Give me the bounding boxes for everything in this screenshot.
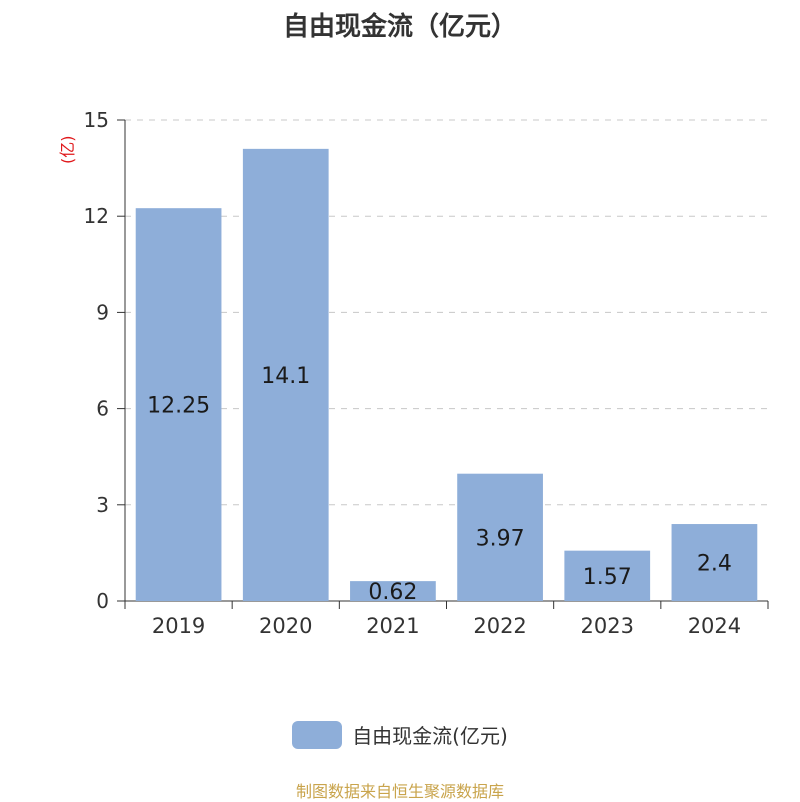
y-tick-label: 3: [96, 493, 109, 517]
x-tick-label: 2022: [473, 614, 526, 638]
chart-title: 自由现金流（亿元）: [282, 12, 517, 42]
bar-2023: [564, 550, 651, 601]
x-tick-label: 2021: [366, 614, 419, 638]
data-label-2020: 14.1: [261, 364, 310, 389]
legend-swatch: [292, 720, 343, 749]
x-tick-label: 2023: [581, 614, 634, 638]
y-tick-label: 15: [84, 108, 109, 132]
legend-label: 自由现金流(亿元): [352, 724, 508, 748]
x-tick-label: 2019: [152, 614, 205, 638]
data-label-2021: 0.62: [368, 580, 417, 605]
y-tick-label: 0: [96, 589, 109, 613]
y-tick-label: 9: [96, 300, 109, 324]
data-label-2024: 2.4: [697, 552, 732, 577]
data-label-2023: 1.57: [583, 565, 632, 590]
y-tick-label: 12: [84, 204, 109, 228]
data-label-2022: 3.97: [476, 526, 525, 551]
x-tick-label: 2020: [259, 614, 312, 638]
y-tick-label: 6: [96, 397, 109, 421]
data-label-2019: 12.25: [147, 394, 210, 419]
bar-2022: [457, 473, 543, 601]
data-source-note: 制图数据来自恒生聚源数据库: [295, 782, 504, 801]
bar-2019: [135, 208, 222, 601]
legend[interactable]: 自由现金流(亿元): [0, 720, 800, 749]
bar-2024: [671, 524, 758, 601]
bar-2020: [242, 148, 329, 602]
x-tick-label: 2024: [688, 614, 741, 638]
bar-2021: [350, 581, 436, 601]
